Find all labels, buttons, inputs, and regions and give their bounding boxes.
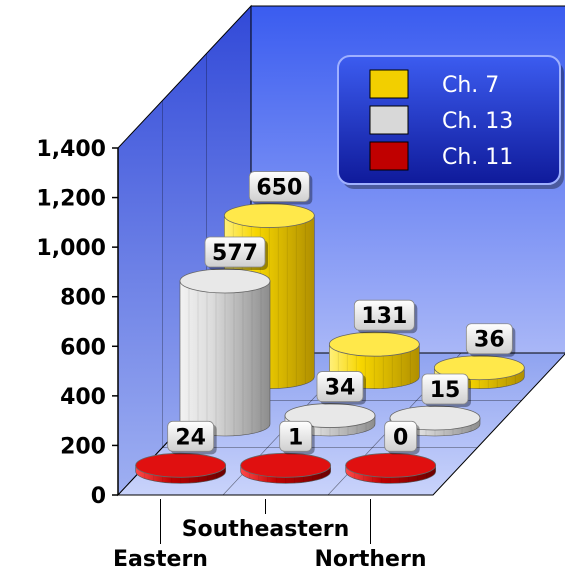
data-label-value: 15 — [430, 378, 461, 403]
x-category-label: Eastern — [113, 547, 208, 572]
data-label-box — [204, 236, 266, 268]
y-tick-label: 0 — [91, 484, 106, 509]
bar-top — [223, 203, 315, 228]
bar-top — [135, 452, 227, 478]
data-label-box — [421, 373, 469, 405]
data-label-value: 650 — [256, 176, 302, 201]
data-label: 34 — [316, 371, 366, 405]
data-label: 24 — [167, 420, 217, 455]
x-axis: Eastern Southeastern Northern — [113, 499, 427, 572]
legend-label: Ch. 7 — [442, 73, 499, 98]
data-label-box — [279, 420, 313, 452]
legend-label: Ch. 11 — [442, 145, 513, 170]
data-label-value: 131 — [361, 304, 407, 329]
data-label-value: 24 — [175, 425, 206, 450]
data-label-value: 36 — [474, 328, 505, 353]
bar-top — [240, 452, 332, 478]
data-label-value: 0 — [393, 425, 408, 450]
y-tick-label: 200 — [60, 434, 106, 459]
bar-top — [345, 452, 437, 478]
legend-swatch — [369, 141, 409, 171]
legend-item: Ch. 11 — [369, 141, 513, 171]
data-label: 1 — [279, 420, 315, 455]
legend: Ch. 7 Ch. 13 Ch. 11 — [337, 55, 564, 189]
legend-swatch — [369, 69, 409, 99]
data-label: 650 — [248, 171, 313, 205]
legend-label: Ch. 13 — [442, 109, 513, 134]
bar — [135, 452, 227, 484]
data-label-value: 577 — [212, 241, 258, 266]
data-label-box — [465, 323, 513, 355]
data-label: 15 — [421, 373, 471, 407]
bar-top — [179, 268, 271, 294]
x-category-label: Northern — [315, 547, 427, 572]
y-tick-label: 600 — [60, 335, 106, 360]
y-tick-label: 1,000 — [36, 236, 106, 261]
y-tick-label: 1,400 — [36, 137, 106, 162]
data-label: 131 — [353, 299, 418, 334]
x-category-label: Southeastern — [182, 517, 350, 542]
data-label-value: 34 — [325, 376, 356, 401]
legend-swatch — [369, 105, 409, 135]
data-label-box — [316, 371, 364, 402]
bar-top — [328, 331, 420, 357]
y-tick-label: 400 — [60, 385, 106, 410]
data-label-box — [353, 299, 415, 331]
y-axis: 0 200 400 600 800 1,000 1,200 1,400 — [36, 137, 119, 509]
data-label-box — [167, 420, 215, 452]
bar — [179, 268, 271, 437]
data-label: 36 — [465, 323, 516, 357]
legend-item: Ch. 7 — [369, 69, 499, 99]
y-tick-label: 1,200 — [36, 187, 106, 212]
bars: 650 131 36 577 34 15 24 1 0 — [135, 171, 525, 484]
data-label-box — [248, 171, 310, 202]
bar — [240, 452, 332, 484]
bar — [345, 452, 437, 484]
legend-item: Ch. 13 — [369, 105, 513, 135]
y-tick-label: 800 — [60, 286, 106, 311]
data-label-value: 1 — [288, 425, 303, 450]
data-label: 577 — [204, 236, 268, 270]
data-label-box — [384, 420, 418, 452]
data-label: 0 — [384, 420, 420, 455]
